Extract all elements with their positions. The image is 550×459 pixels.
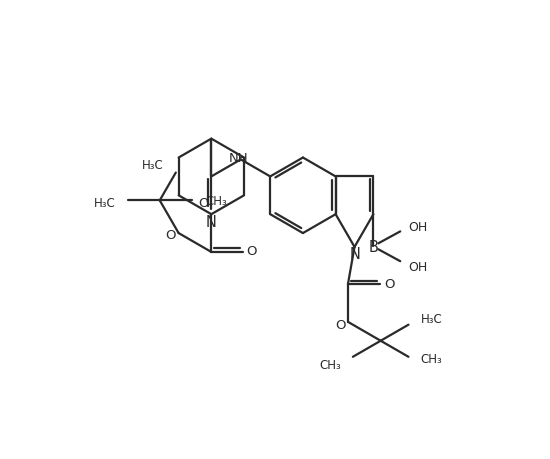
Text: N: N [350, 247, 361, 262]
Text: NH: NH [229, 151, 249, 165]
Text: B: B [368, 239, 378, 254]
Text: O: O [384, 277, 394, 290]
Text: N: N [206, 214, 217, 229]
Text: OH: OH [408, 260, 427, 273]
Text: O: O [198, 196, 208, 210]
Text: O: O [246, 245, 257, 258]
Text: CH₃: CH₃ [206, 195, 228, 207]
Text: H₃C: H₃C [94, 196, 116, 209]
Text: CH₃: CH₃ [420, 353, 442, 365]
Text: H₃C: H₃C [142, 159, 164, 172]
Text: O: O [166, 228, 176, 241]
Text: OH: OH [408, 220, 427, 233]
Text: H₃C: H₃C [420, 313, 442, 325]
Text: O: O [335, 319, 345, 331]
Text: CH₃: CH₃ [319, 358, 341, 371]
